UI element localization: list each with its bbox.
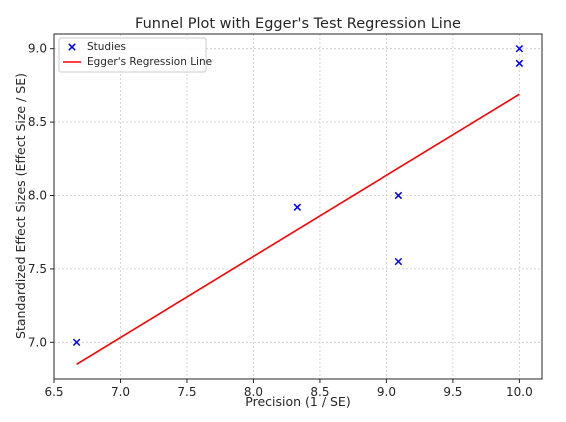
y-tick-label: 8.5 [28,115,47,129]
data-point [515,44,524,53]
study-points [72,44,524,347]
data-point [293,203,302,211]
x-tick-label: 9.5 [443,385,462,399]
data-point [515,59,524,68]
x-axis: 6.5 7.0 7.5 8.0 8.5 9.0 9.5 10.0 [44,379,533,399]
y-axis: 7.0 7.5 8.0 8.5 9.0 [28,42,54,349]
plot-frame [53,33,543,380]
y-tick-label: 8.0 [28,188,47,202]
grid [53,34,542,379]
legend-label-regression: Egger's Regression Line [87,56,212,68]
regression-line [76,93,520,366]
legend-label-studies: Studies [87,41,126,53]
x-tick-label: 6.5 [44,385,63,399]
x-tick-label: 8.5 [310,385,329,399]
y-tick-label: 9.0 [28,42,47,56]
y-tick-label: 7.0 [28,335,47,349]
legend: Studies Egger's Regression Line [58,37,212,73]
data-point [72,338,81,347]
data-point [394,257,403,266]
x-tick-label: 9.0 [377,385,396,399]
y-tick-label: 7.5 [28,262,47,276]
x-axis-label: Precision (1 / SE) [245,394,350,409]
x-tick-label: 8.0 [244,385,263,399]
chart-title: Funnel Plot with Egger's Test Regression… [135,16,461,32]
x-tick-label: 7.5 [177,385,196,399]
legend-box [58,37,207,73]
regression-lines [76,93,520,366]
legend-marker-studies [68,43,76,51]
y-axis-label: Standardized Effect Sizes (Effect Size /… [13,73,28,339]
data-point [394,191,403,200]
x-tick-label: 7.0 [111,385,130,399]
legend-x-marker [68,43,76,51]
x-tick-label: 10.0 [506,385,533,399]
